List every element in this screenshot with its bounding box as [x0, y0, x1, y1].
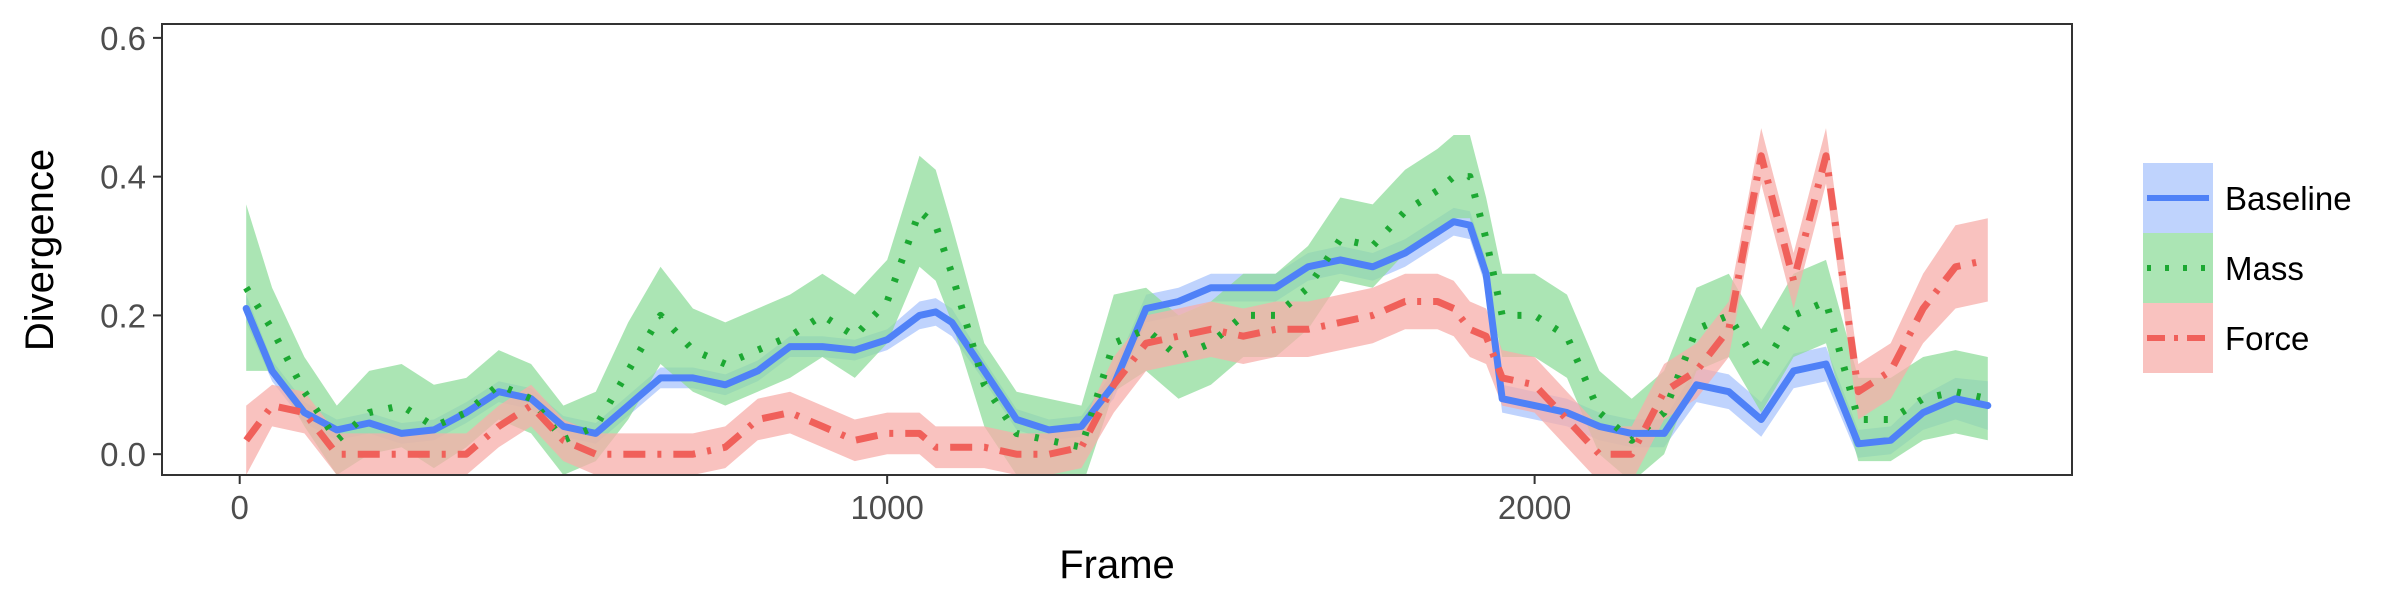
- y-tick-label: 0.2: [100, 297, 146, 334]
- y-axis-title: Divergence: [18, 149, 62, 351]
- x-axis-title: Frame: [1059, 543, 1175, 587]
- y-tick-label: 0.4: [100, 159, 146, 196]
- x-axis: 0 1000 2000: [231, 475, 1571, 526]
- legend-label-baseline: Baseline: [2225, 180, 2352, 217]
- plot-panel-border: [161, 23, 2073, 476]
- band-mass: [246, 135, 1988, 475]
- x-tick-label: 0: [231, 489, 249, 526]
- line-force: [243, 152, 1989, 458]
- y-tick-label: 0.6: [100, 20, 146, 57]
- legend-label-force: Force: [2225, 320, 2309, 357]
- y-tick-label: 0.0: [100, 436, 146, 473]
- legend: Baseline Mass Force: [2143, 163, 2352, 373]
- x-tick-label: 2000: [1498, 489, 1571, 526]
- series-lines: [242, 152, 1992, 458]
- x-tick-label: 1000: [850, 489, 923, 526]
- legend-label-mass: Mass: [2225, 250, 2304, 287]
- band-force: [246, 128, 1988, 475]
- line-baseline: [242, 218, 1992, 448]
- y-axis: 0.0 0.2 0.4 0.6: [100, 20, 162, 473]
